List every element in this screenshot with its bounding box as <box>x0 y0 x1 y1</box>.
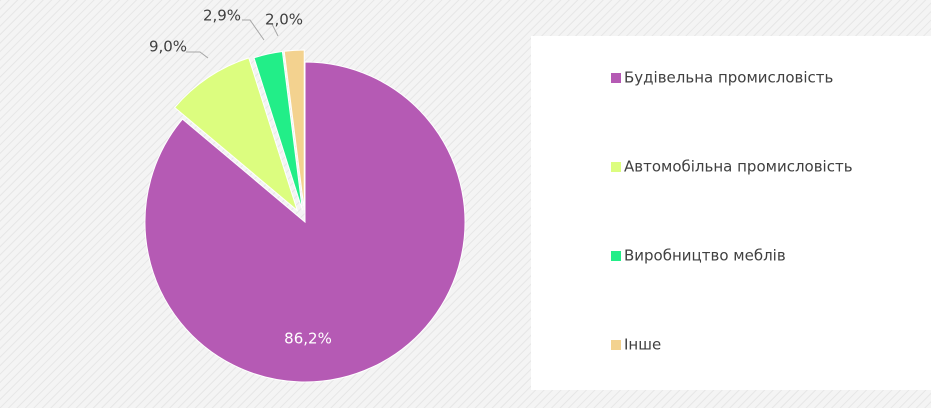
legend-marker <box>611 340 621 350</box>
pie-slice <box>144 61 466 383</box>
data-label: 9,0% <box>149 38 187 56</box>
leader-line <box>186 51 209 59</box>
leader-line <box>242 19 265 41</box>
pie-slice <box>283 49 305 211</box>
legend-marker <box>611 73 621 83</box>
legend-marker <box>611 162 621 172</box>
legend-box <box>531 36 931 390</box>
pie-slice <box>253 50 303 211</box>
legend-label: Виробництво меблів <box>624 247 786 265</box>
legend-marker <box>611 251 621 261</box>
legend-label: Інше <box>624 336 661 354</box>
data-label: 2,9% <box>203 7 241 25</box>
data-label: 2,0% <box>265 11 303 29</box>
data-label: 86,2% <box>284 330 332 348</box>
legend-label: Автомобільна промисловість <box>624 158 853 176</box>
pie-slice <box>173 57 299 212</box>
leader-line <box>271 23 279 37</box>
legend-label: Будівельна промисловість <box>624 69 833 87</box>
